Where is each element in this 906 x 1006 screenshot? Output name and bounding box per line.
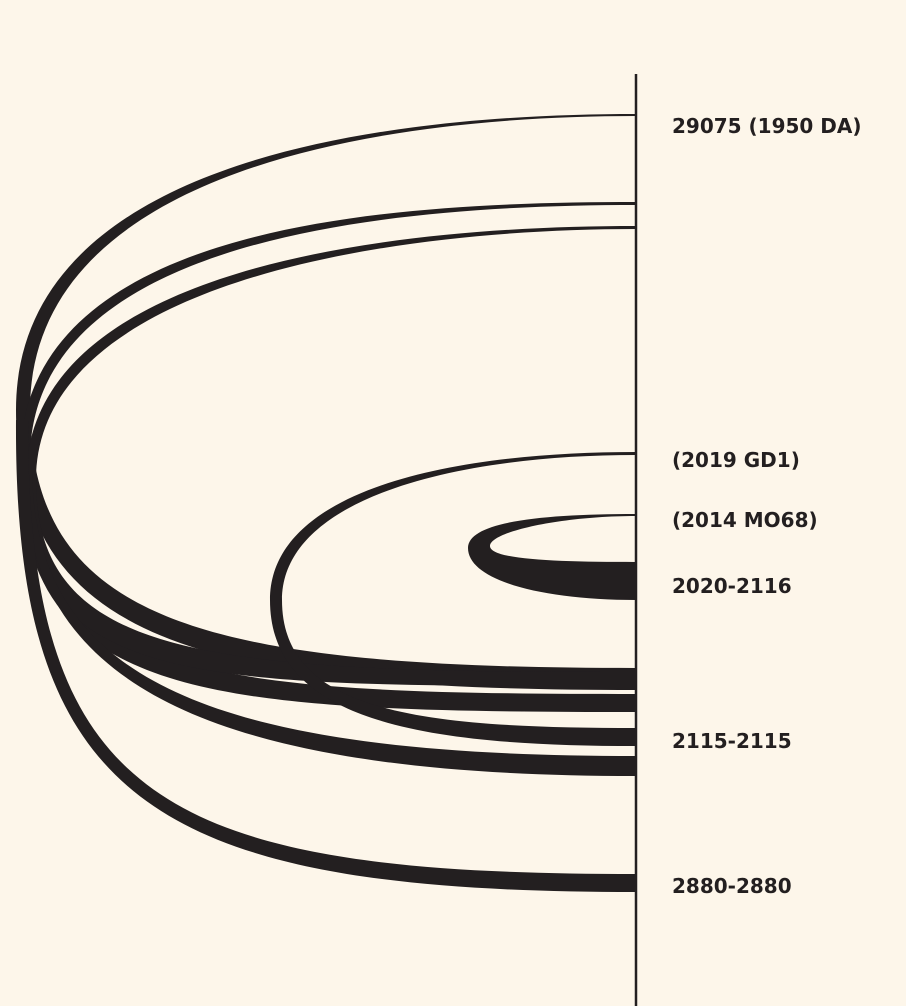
label-29075-1950-da: 29075 (1950 DA) bbox=[672, 114, 862, 138]
arc-2014-mo68 bbox=[468, 514, 636, 600]
label-2019-gd1: (2019 GD1) bbox=[672, 448, 800, 472]
arc-29075-1950-da bbox=[16, 114, 636, 690]
label-2115-2115: 2115-2115 bbox=[672, 729, 792, 753]
label-2020-2116: 2020-2116 bbox=[672, 574, 792, 598]
arc-2115-2115 bbox=[24, 470, 636, 776]
label-2014-mo68: (2014 MO68) bbox=[672, 508, 818, 532]
label-2880-2880: 2880-2880 bbox=[672, 874, 792, 898]
